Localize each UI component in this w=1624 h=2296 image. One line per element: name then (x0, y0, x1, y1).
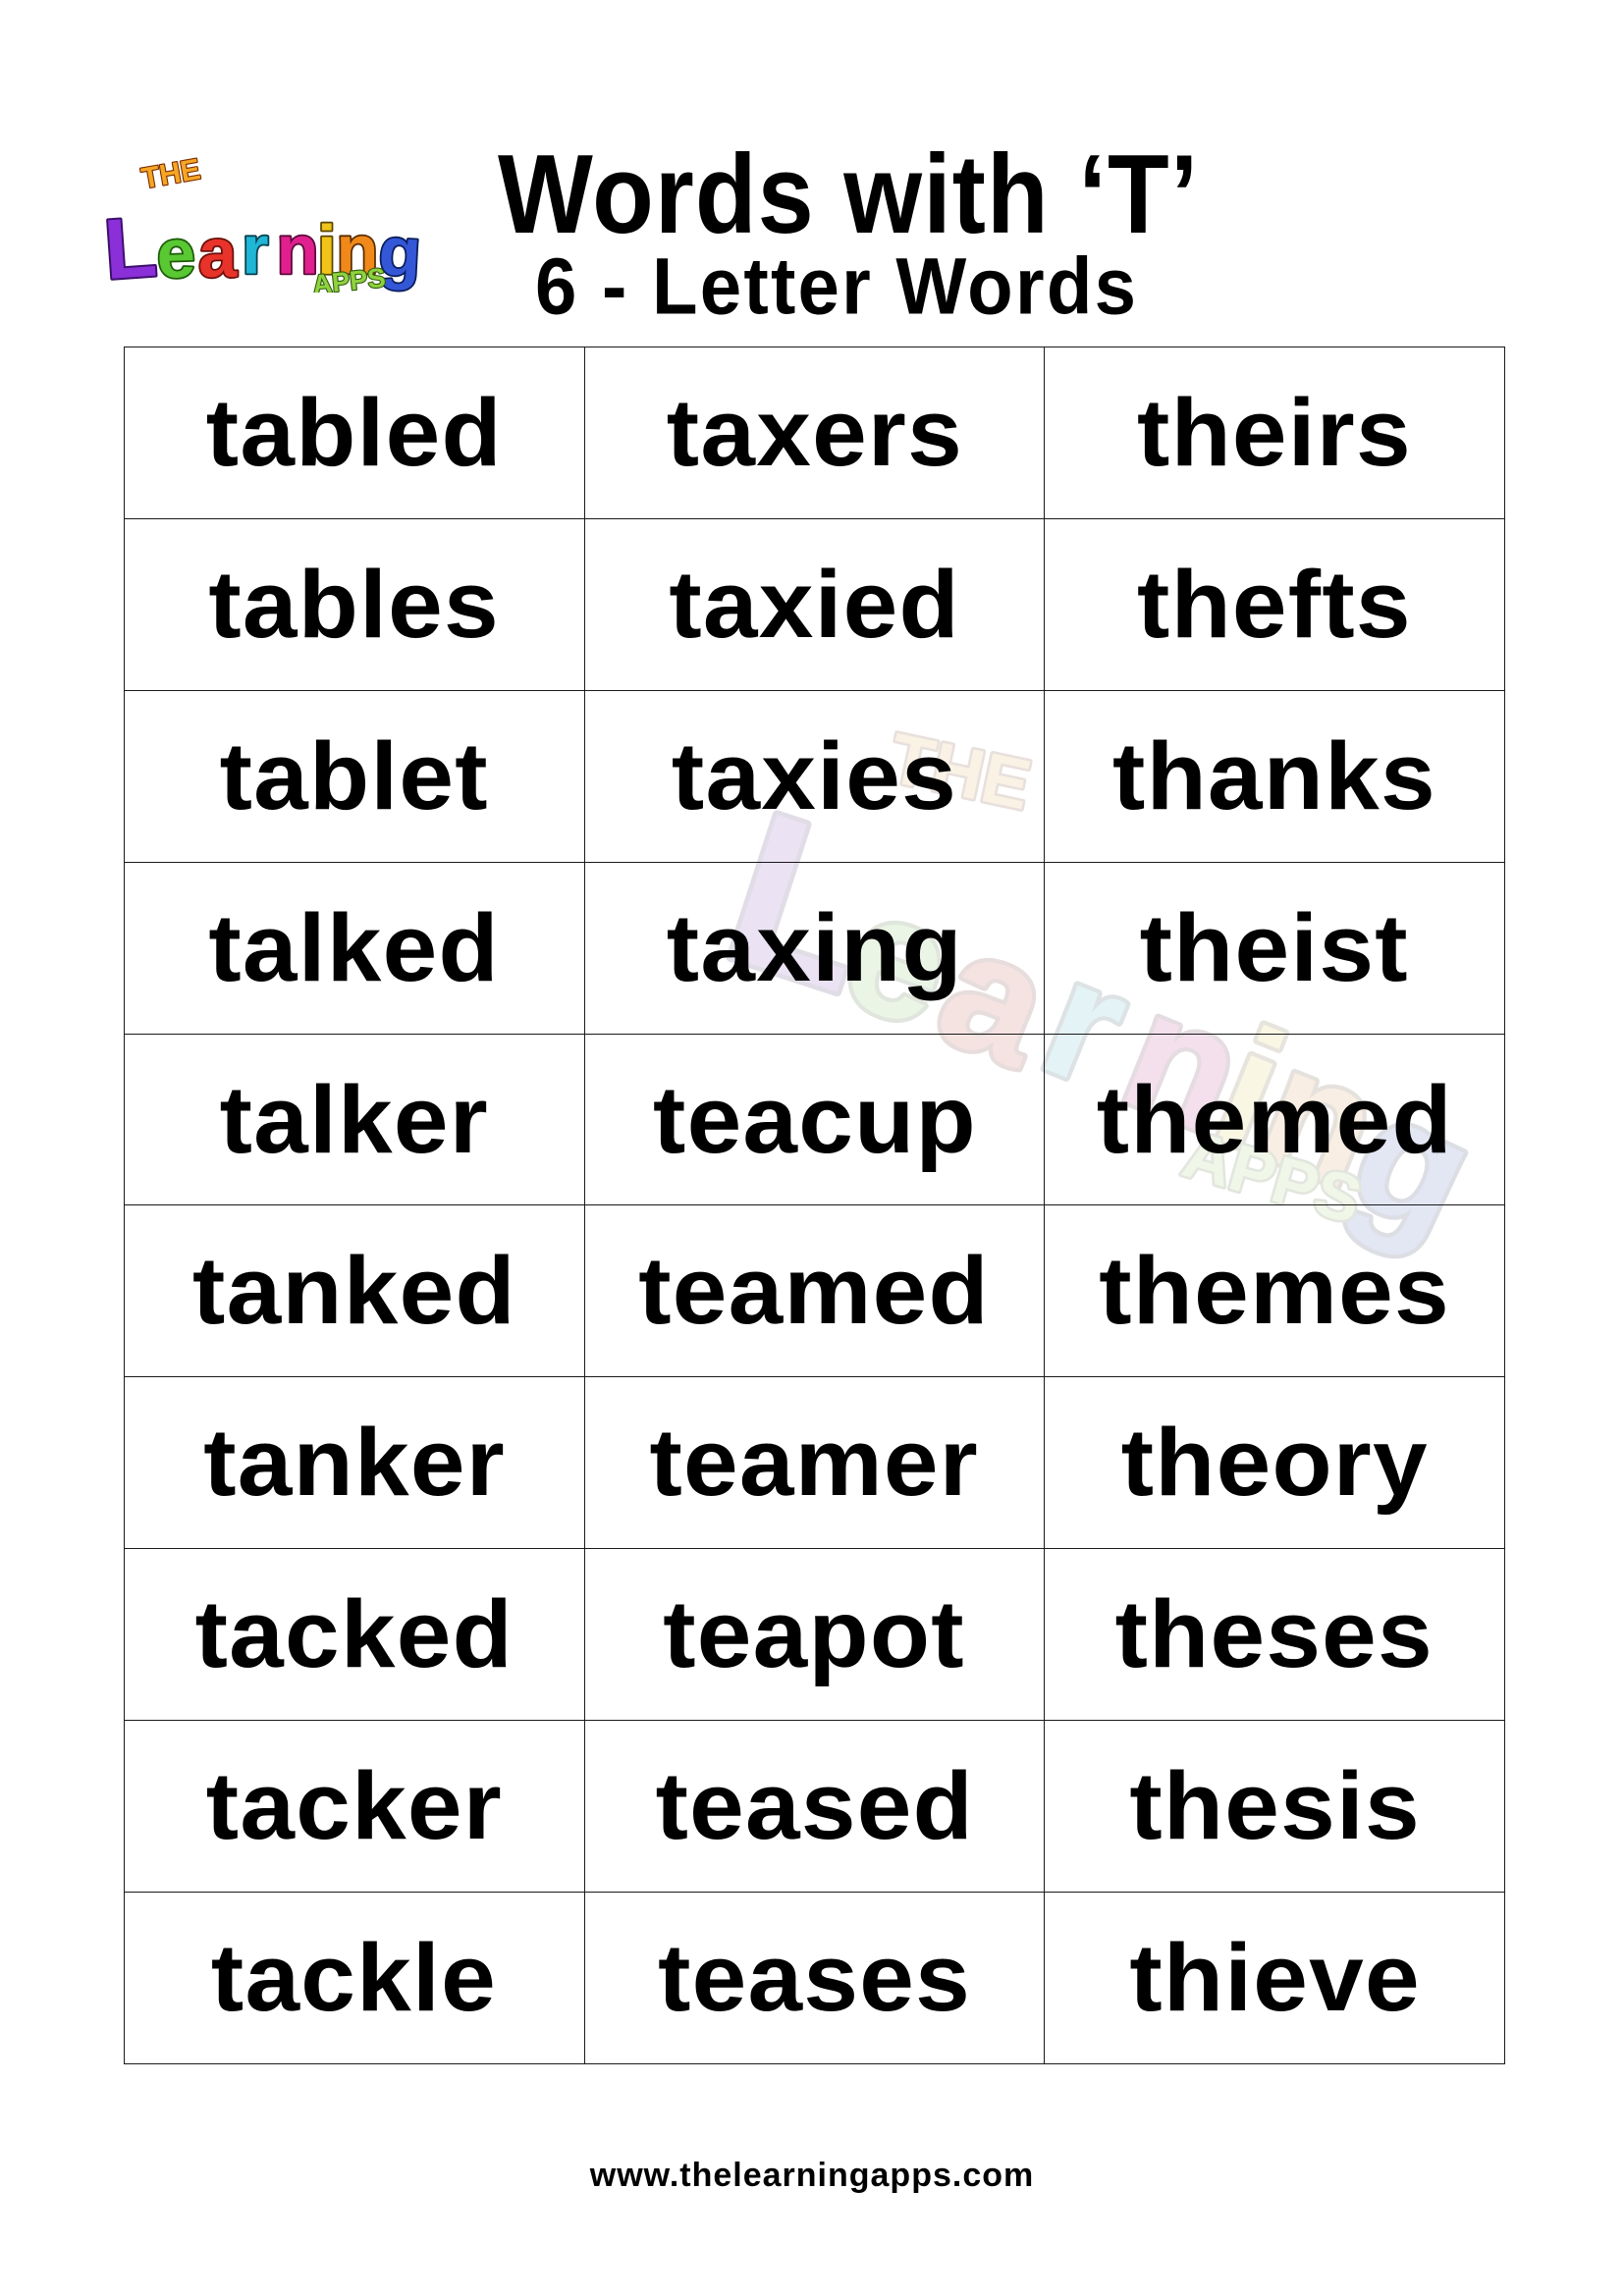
svg-text:e: e (155, 214, 196, 293)
svg-text:L: L (101, 200, 159, 293)
svg-text:r: r (242, 211, 268, 289)
svg-text:a: a (198, 214, 238, 292)
